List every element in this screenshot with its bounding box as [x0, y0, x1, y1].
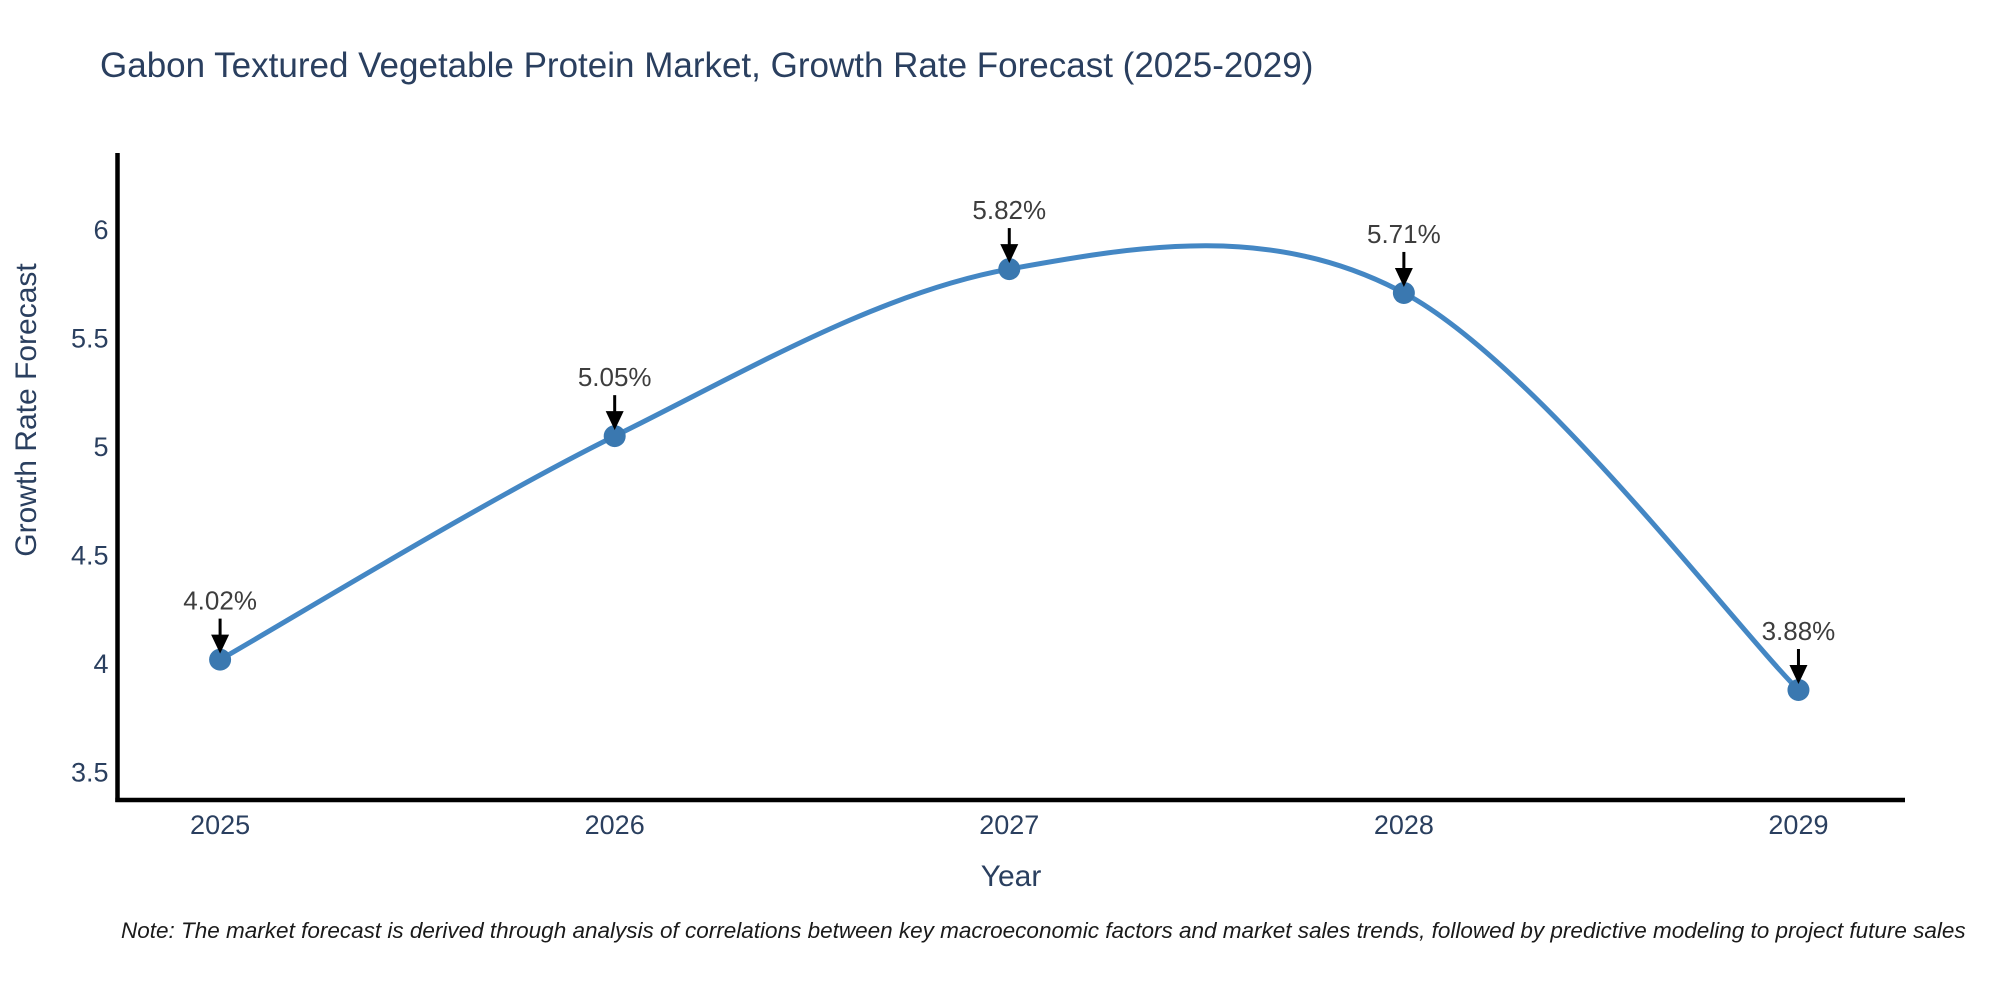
- y-tick-label: 5: [93, 432, 108, 462]
- x-tick-label: 2025: [190, 810, 250, 840]
- y-tick-label: 5.5: [71, 324, 109, 354]
- data-point-marker: [1787, 678, 1810, 701]
- annotation-arrowhead: [605, 411, 624, 431]
- annotation-arrowhead: [1394, 267, 1413, 287]
- annotation-arrowhead: [1000, 244, 1019, 264]
- footnote: Note: The market forecast is derived thr…: [121, 918, 1966, 943]
- y-tick-label: 4.5: [71, 540, 109, 570]
- y-tick-label: 3.5: [71, 757, 109, 787]
- trend-line: [217, 243, 1801, 693]
- data-point-marker: [1392, 281, 1415, 304]
- annotation-label: 5.71%: [1367, 219, 1441, 249]
- x-axis-title: Year: [980, 860, 1042, 893]
- annotation-label: 4.02%: [183, 586, 257, 616]
- y-tick-label: 6: [93, 215, 108, 245]
- x-tick-label: 2028: [1374, 810, 1434, 840]
- annotation-arrowhead: [211, 634, 230, 654]
- data-point-marker: [603, 425, 626, 448]
- chart-title: Gabon Textured Vegetable Protein Market,…: [100, 46, 1314, 85]
- annotation-label: 5.82%: [972, 195, 1046, 225]
- data-point-marker: [209, 648, 232, 671]
- annotation-label: 5.05%: [578, 362, 652, 392]
- y-tick-label: 4: [93, 649, 108, 679]
- x-tick-label: 2027: [979, 810, 1039, 840]
- y-axis-title: Growth Rate Forecast: [10, 263, 43, 557]
- x-tick-label: 2029: [1768, 810, 1828, 840]
- x-tick-label: 2026: [585, 810, 645, 840]
- annotation-label: 3.88%: [1762, 616, 1836, 646]
- annotation-arrowhead: [1789, 664, 1808, 684]
- data-point-marker: [998, 258, 1021, 281]
